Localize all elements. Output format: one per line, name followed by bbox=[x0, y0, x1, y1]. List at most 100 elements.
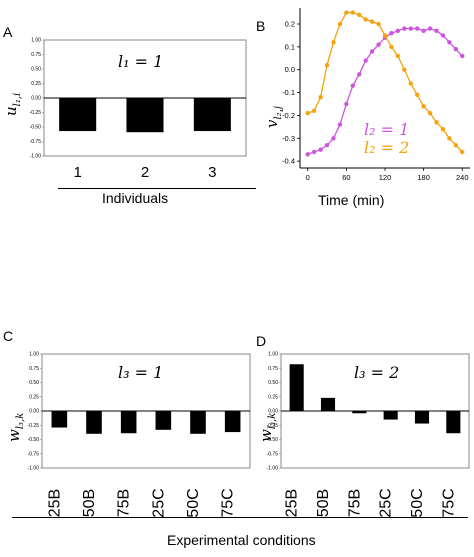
y-tick-label: 0.1 bbox=[285, 42, 295, 51]
x-tick-label: 25C bbox=[150, 488, 167, 517]
x-tick-label: 25B bbox=[46, 489, 63, 517]
separator-cd bbox=[12, 517, 468, 518]
y-tick-label: 0.00 bbox=[268, 409, 278, 415]
series-2-point bbox=[369, 19, 375, 24]
y-tick-label: -0.25 bbox=[30, 110, 42, 116]
x-tick-label: 0 bbox=[306, 173, 310, 182]
bar-d-25b bbox=[289, 364, 304, 411]
series-1-point bbox=[350, 83, 356, 88]
y-tick-label: -0.25 bbox=[267, 423, 279, 429]
bar-c-50b bbox=[86, 411, 102, 434]
series-1-point bbox=[427, 26, 433, 31]
series-2-point bbox=[389, 44, 394, 50]
y-tick-label: 0.25 bbox=[268, 394, 278, 400]
series-2-point bbox=[382, 33, 388, 38]
xlabel-cd: Experimental conditions bbox=[167, 532, 316, 548]
bar-d-75c bbox=[446, 411, 461, 434]
y-tick-label: 0.25 bbox=[31, 81, 41, 87]
y-tick-label: 0.50 bbox=[29, 380, 39, 386]
series-1-point bbox=[389, 30, 394, 36]
y-tick-label: -0.75 bbox=[267, 451, 279, 457]
x-tick-label: 25B bbox=[284, 489, 301, 517]
y-tick-label: 0.75 bbox=[31, 52, 41, 58]
series-1-point bbox=[402, 26, 407, 31]
series-2-point bbox=[421, 104, 426, 109]
series-1-point bbox=[305, 152, 310, 157]
ylabel-a: ul₁,i bbox=[2, 92, 23, 116]
series-2-point bbox=[376, 21, 381, 27]
bar-c-25b bbox=[51, 411, 68, 428]
legend-orange: l₂ = 2 bbox=[364, 138, 410, 157]
x-tick-label: 240 bbox=[456, 173, 469, 182]
series-2-point bbox=[357, 12, 362, 18]
y-tick-label: 0.00 bbox=[29, 409, 39, 415]
series-2-point bbox=[350, 10, 356, 15]
series-2-point bbox=[427, 110, 433, 116]
ylabel-c: wl₃,k bbox=[5, 412, 26, 442]
series-1-point bbox=[395, 28, 401, 34]
bar-d-50b bbox=[320, 397, 336, 411]
series-2-point bbox=[324, 62, 330, 68]
bar-d-25c bbox=[383, 411, 398, 420]
y-tick-label: -0.2 bbox=[282, 111, 295, 120]
series-1-point bbox=[324, 142, 330, 148]
bar-c-50c bbox=[190, 411, 206, 434]
series-1-point bbox=[318, 147, 323, 152]
annotation-d: l₃ = 2 bbox=[354, 363, 400, 382]
x-tick-label: 75B bbox=[346, 489, 363, 517]
x-tick-label: 120 bbox=[379, 173, 392, 182]
annotation-c: l₃ = 1 bbox=[118, 363, 164, 382]
y-tick-label: 0.2 bbox=[285, 20, 295, 29]
x-tick-label: 1 bbox=[73, 164, 81, 181]
y-tick-label: -0.1 bbox=[282, 88, 295, 97]
series-2-point bbox=[453, 142, 459, 148]
y-tick-label: 1.00 bbox=[268, 352, 278, 358]
series-1-point bbox=[408, 26, 413, 31]
bar-d-75b bbox=[352, 411, 367, 414]
series-2-point bbox=[460, 149, 465, 155]
y-tick-label: -1.00 bbox=[28, 466, 40, 472]
series-2-point bbox=[318, 94, 323, 100]
x-tick-label: 180 bbox=[417, 173, 430, 182]
x-tick-label: 50B bbox=[315, 489, 332, 517]
y-tick-label: -0.3 bbox=[282, 134, 295, 143]
series-1-point bbox=[460, 53, 465, 59]
bar-a-2 bbox=[126, 98, 164, 133]
series-2-point bbox=[363, 17, 368, 22]
series-1-point bbox=[311, 149, 317, 155]
bar-d-50c bbox=[414, 411, 430, 424]
series-2-point bbox=[305, 110, 310, 116]
series-1-point bbox=[376, 42, 381, 47]
y-tick-label: 0.50 bbox=[31, 67, 41, 73]
y-tick-label: 0.00 bbox=[31, 96, 41, 102]
series-1-point bbox=[369, 49, 375, 54]
bar-a-1 bbox=[59, 98, 97, 132]
series-1-point bbox=[434, 28, 439, 34]
y-tick-label: -0.4 bbox=[282, 157, 295, 166]
series-1-point bbox=[447, 40, 452, 45]
legend-purple: l₂ = 1 bbox=[364, 120, 410, 139]
series-1-point bbox=[357, 72, 362, 77]
y-tick-label: 0.50 bbox=[268, 380, 278, 386]
y-tick-label: -0.25 bbox=[28, 423, 40, 429]
series-1-point bbox=[331, 136, 336, 141]
x-tick-label: 75C bbox=[440, 488, 457, 517]
panel-label-b: B bbox=[256, 18, 266, 34]
separator-a bbox=[58, 188, 256, 189]
bar-c-75c bbox=[224, 411, 241, 433]
bar-c-25c bbox=[155, 411, 172, 430]
y-tick-label: 0.75 bbox=[268, 366, 278, 372]
series-1-point bbox=[344, 101, 349, 107]
ylabel-b: vl₂,j bbox=[263, 106, 284, 128]
series-2-point bbox=[337, 21, 343, 27]
y-tick-label: 0.25 bbox=[29, 394, 39, 400]
series-2-point bbox=[311, 108, 317, 114]
x-tick-label: 2 bbox=[141, 164, 149, 181]
y-tick-label: 0.0 bbox=[285, 65, 295, 74]
series-1-point bbox=[337, 122, 343, 127]
bar-a-3 bbox=[193, 98, 231, 132]
series-1-point bbox=[414, 26, 420, 31]
annotation-a: l₁ = 1 bbox=[118, 52, 164, 71]
y-tick-label: -0.75 bbox=[30, 139, 42, 145]
series-2-point bbox=[331, 40, 336, 45]
